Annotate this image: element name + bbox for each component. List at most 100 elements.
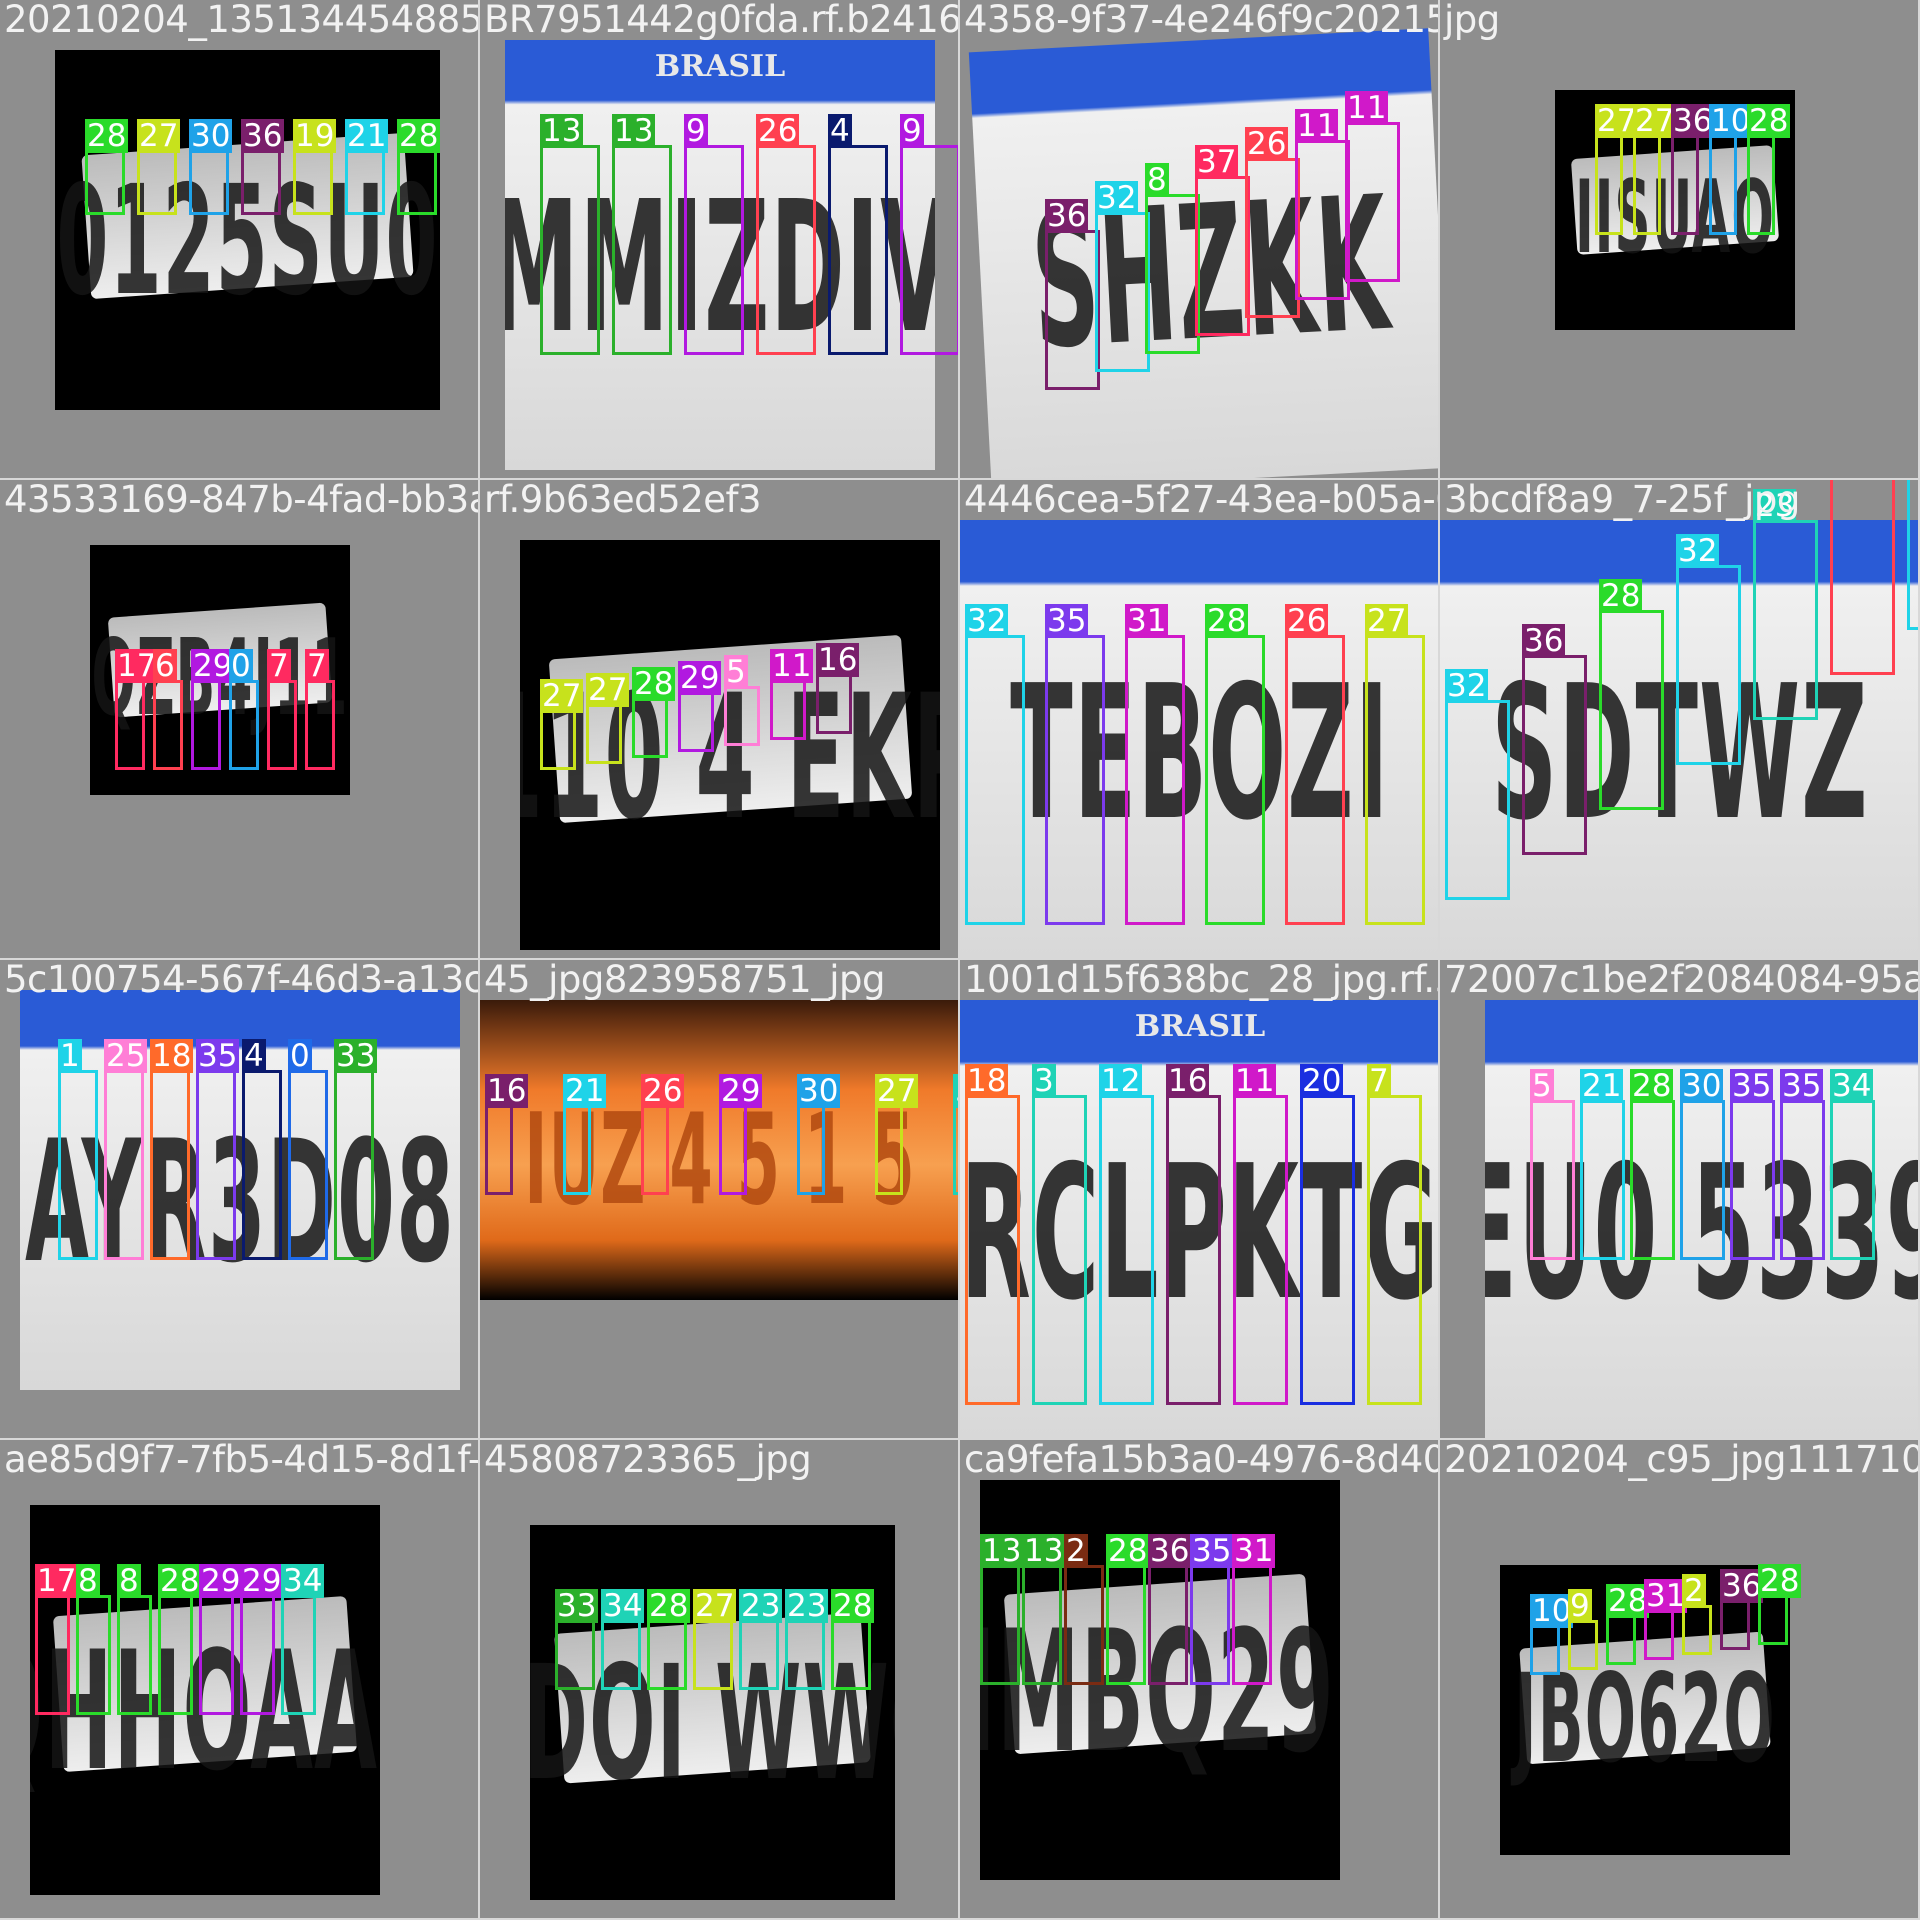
detection-box: 32 xyxy=(1445,669,1510,900)
mosaic-tile: 110 4 EKP2727282951116rf.9b63ed52ef3 xyxy=(480,480,960,960)
class-id-label: 29 xyxy=(199,1563,243,1599)
detection-box: 21 xyxy=(563,1074,607,1195)
detection-box: 33 xyxy=(334,1039,378,1260)
class-id-label: 26 xyxy=(641,1073,685,1109)
detection-box: 10 xyxy=(1709,104,1753,235)
detection-box: 21 xyxy=(1580,1069,1625,1260)
class-id-label: 23 xyxy=(785,1588,829,1624)
class-id-label: 35 xyxy=(1045,603,1089,639)
detection-box: 28 xyxy=(1747,104,1791,235)
detection-box: 36 xyxy=(1522,624,1587,855)
detection-box: 3 xyxy=(1032,1064,1087,1405)
plate-crop-image: 8DOI WWO xyxy=(530,1525,895,1900)
detection-box: 11 xyxy=(1345,91,1400,282)
detection-box: 13 xyxy=(1022,1534,1066,1685)
detection-box: 8 xyxy=(1145,163,1200,354)
class-id-label: 30 xyxy=(1680,1068,1724,1104)
class-id-label: 27 xyxy=(875,1073,919,1109)
class-id-label: 34 xyxy=(601,1588,645,1624)
tile-filename-caption: 72007c1be2f2084084-95a5-4 xyxy=(1444,960,1918,1001)
class-id-label: 30 xyxy=(797,1073,841,1109)
class-id-label: 28 xyxy=(1205,603,1249,639)
detection-box: 29 xyxy=(199,1564,243,1715)
class-id-label: 28 xyxy=(85,118,129,154)
tile-filename-caption: 45_jpg823958751_jpg xyxy=(484,960,885,1001)
mosaic-tile: BRASIL RCLPKTG 18 3 12 16 11 20 7 1001d15f638bc_2… xyxy=(960,960,1440,1440)
class-id-label: 2 xyxy=(1064,1533,1088,1569)
class-id-label: 18 xyxy=(965,1063,1009,1099)
plate-crop-image: 0125SU0 xyxy=(55,50,440,410)
tile-filename-caption: 1001d15f638bc_28_jpg.rf.320 xyxy=(964,960,1438,1001)
tile-filename-caption: 20210204_c95_jpg11171008_j xyxy=(1444,1440,1920,1481)
detection-box: 23 xyxy=(785,1589,829,1690)
detection-box: 13 xyxy=(612,114,672,355)
class-id-label: 11 xyxy=(1233,1063,1277,1099)
detection-box: 17 xyxy=(35,1564,79,1715)
mosaic-tile: QZB4J111762907743533169-847b-4fad-bb3a-0… xyxy=(0,480,480,960)
mosaic-tile: AYR3D08 1 25 18 35 4 0 33 5c100754-567f-46d3-a13… xyxy=(0,960,480,1440)
detection-box: 7 xyxy=(1367,1064,1422,1405)
class-id-label: 28 xyxy=(632,666,676,702)
detection-box: 2 xyxy=(1064,1534,1104,1685)
class-id-label: 1 xyxy=(58,1038,82,1074)
detection-box: 23 xyxy=(739,1589,783,1690)
detection-box: 5 xyxy=(724,655,760,746)
detection-box: 8 xyxy=(117,1564,152,1715)
mosaic-tile: NMBQ2961313228363531ca9fefa15b3a0-4976-8… xyxy=(960,1440,1440,1920)
detection-box: 4 xyxy=(828,114,888,355)
detection-box: 26 xyxy=(641,1074,685,1195)
class-id-label: 26 xyxy=(1285,603,1329,639)
class-id-label: 4 xyxy=(242,1038,266,1074)
plate-characters: SDTWZ xyxy=(1491,645,1869,862)
class-id-label: 3 xyxy=(1032,1063,1056,1099)
class-id-label: 26 xyxy=(756,113,800,149)
detection-box: 27 xyxy=(693,1589,737,1690)
detection-box: 20 xyxy=(1300,1064,1355,1405)
class-id-label: 35 xyxy=(1780,1068,1824,1104)
class-id-label: 35 xyxy=(196,1038,240,1074)
detection-box: 30 xyxy=(797,1074,841,1195)
detection-box: 35 xyxy=(1730,1069,1775,1260)
detection-box: 9 xyxy=(1568,1589,1598,1670)
detection-box: 28 xyxy=(632,667,676,758)
detection-box: 37 xyxy=(1195,145,1250,336)
detection-box: 18 xyxy=(150,1039,194,1260)
tile-filename-caption: BR7951442g0fda.rf.b2416ce08297b80562a xyxy=(484,0,960,41)
detection-box: 11 xyxy=(770,649,814,740)
detection-box: 28 xyxy=(1758,1564,1802,1645)
plate-crop-image: JBO62O xyxy=(1500,1565,1790,1855)
tile-filename-caption: 45808723365_jpg xyxy=(484,1440,812,1481)
detection-box: 32 xyxy=(1095,181,1150,372)
detection-box: 16 xyxy=(816,643,860,734)
detection-box: 28 xyxy=(647,1589,691,1690)
plate-characters: IISUAO xyxy=(1575,158,1775,277)
class-id-label: 32 xyxy=(1095,180,1139,216)
detection-box: 16 xyxy=(1166,1064,1221,1405)
class-id-label: 9 xyxy=(1568,1588,1592,1624)
class-id-label: 28 xyxy=(831,1588,875,1624)
detection-box: 27 xyxy=(1595,104,1639,235)
class-id-label: 29 xyxy=(191,648,235,684)
detection-box: 30 xyxy=(1680,1069,1725,1260)
class-id-label: 13 xyxy=(1022,1533,1066,1569)
detection-box: 25 xyxy=(104,1039,148,1260)
class-id-label: 16 xyxy=(816,642,860,678)
detection-box: 35 xyxy=(1190,1534,1234,1685)
detection-box: 6 xyxy=(153,649,183,770)
class-id-label: 29 xyxy=(240,1563,284,1599)
class-id-label: 28 xyxy=(1106,1533,1150,1569)
detection-box: 7 xyxy=(267,649,297,770)
class-id-label: 31 xyxy=(1232,1533,1276,1569)
detection-box: 36 xyxy=(1148,1534,1192,1685)
tile-filename-caption: ae85d9f7-7fb5-4d15-8d1f-f120210204_1 xyxy=(4,1440,480,1481)
mosaic-tile: JBO62O 10 9 28 31 2 36 28 20210204_c95_jpg111710… xyxy=(1440,1440,1920,1920)
detection-box: 17 xyxy=(115,649,159,770)
class-id-label: 2 xyxy=(1682,1573,1706,1609)
plate-characters: TEBOZI xyxy=(1010,645,1390,862)
detection-box: 34 xyxy=(601,1589,645,1690)
tile-filename-caption: rf.9b63ed52ef3 xyxy=(484,480,762,521)
class-id-label: 32 xyxy=(1445,668,1489,704)
detection-box: 36 xyxy=(1671,104,1715,235)
detection-box: 33 xyxy=(555,1589,599,1690)
